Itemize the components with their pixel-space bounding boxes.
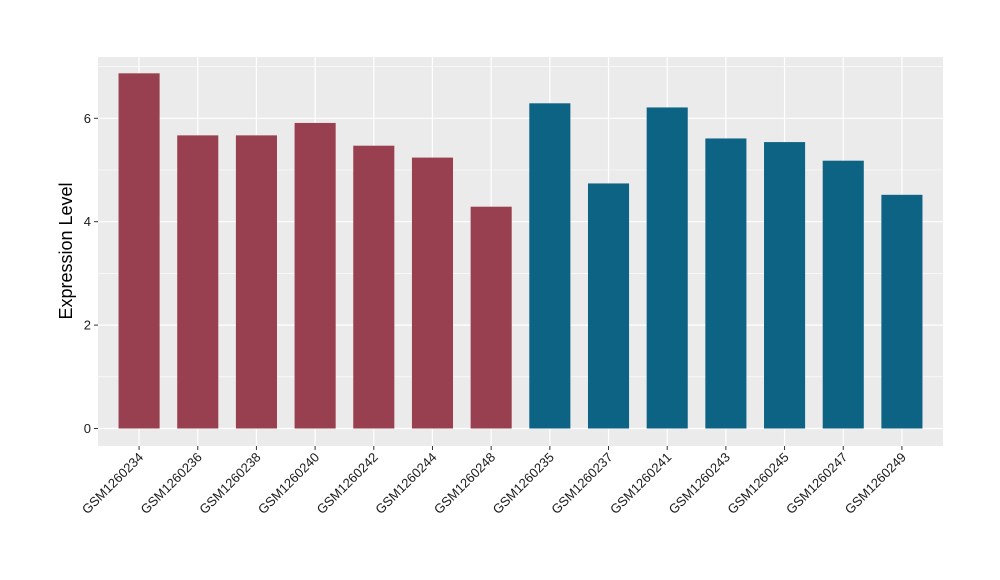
y-tick-label: 6 xyxy=(84,111,91,126)
x-tick-label: GSM1260237 xyxy=(548,450,615,517)
y-tick-label: 4 xyxy=(84,214,91,229)
x-tick-label: GSM1260236 xyxy=(138,450,205,517)
x-tick-label: GSM1260243 xyxy=(666,450,733,517)
x-tick-label: GSM1260238 xyxy=(196,450,263,517)
bar-GSM1260245 xyxy=(764,142,806,429)
x-tick-label: GSM1260245 xyxy=(724,450,791,517)
x-tick-label: GSM1260242 xyxy=(314,450,381,517)
bar-GSM1260244 xyxy=(411,157,454,429)
bar-GSM1260249 xyxy=(881,194,923,429)
x-tick-label: GSM1260235 xyxy=(490,450,557,517)
bar-GSM1260237 xyxy=(587,183,630,429)
y-axis: 0 2 4 6 xyxy=(84,111,98,436)
plot-panel xyxy=(98,57,943,446)
y-tick-label: 2 xyxy=(84,318,91,333)
x-tick-label: GSM1260247 xyxy=(783,450,850,517)
bar-GSM1260247 xyxy=(822,160,864,429)
y-axis-title: Expression Level xyxy=(56,182,76,319)
bar-GSM1260235 xyxy=(529,103,571,429)
bar-GSM1260248 xyxy=(470,206,512,429)
x-tick-label: GSM1260244 xyxy=(372,450,439,517)
bar-GSM1260238 xyxy=(235,135,277,429)
bar-GSM1260236 xyxy=(177,135,219,429)
x-axis: GSM1260234GSM1260236GSM1260238GSM1260240… xyxy=(79,446,909,517)
bars xyxy=(118,73,923,429)
bar-GSM1260240 xyxy=(294,122,336,429)
x-tick-label: GSM1260234 xyxy=(79,450,146,517)
bar-GSM1260234 xyxy=(118,73,160,429)
bar-GSM1260242 xyxy=(353,145,395,429)
y-tick-label: 0 xyxy=(84,421,91,436)
x-tick-label: GSM1260241 xyxy=(607,450,674,517)
x-tick-label: GSM1260249 xyxy=(842,450,909,517)
bar-GSM1260243 xyxy=(705,138,747,429)
x-tick-label: GSM1260240 xyxy=(255,450,322,517)
bar-GSM1260241 xyxy=(646,107,688,429)
x-tick-label: GSM1260248 xyxy=(431,450,498,517)
